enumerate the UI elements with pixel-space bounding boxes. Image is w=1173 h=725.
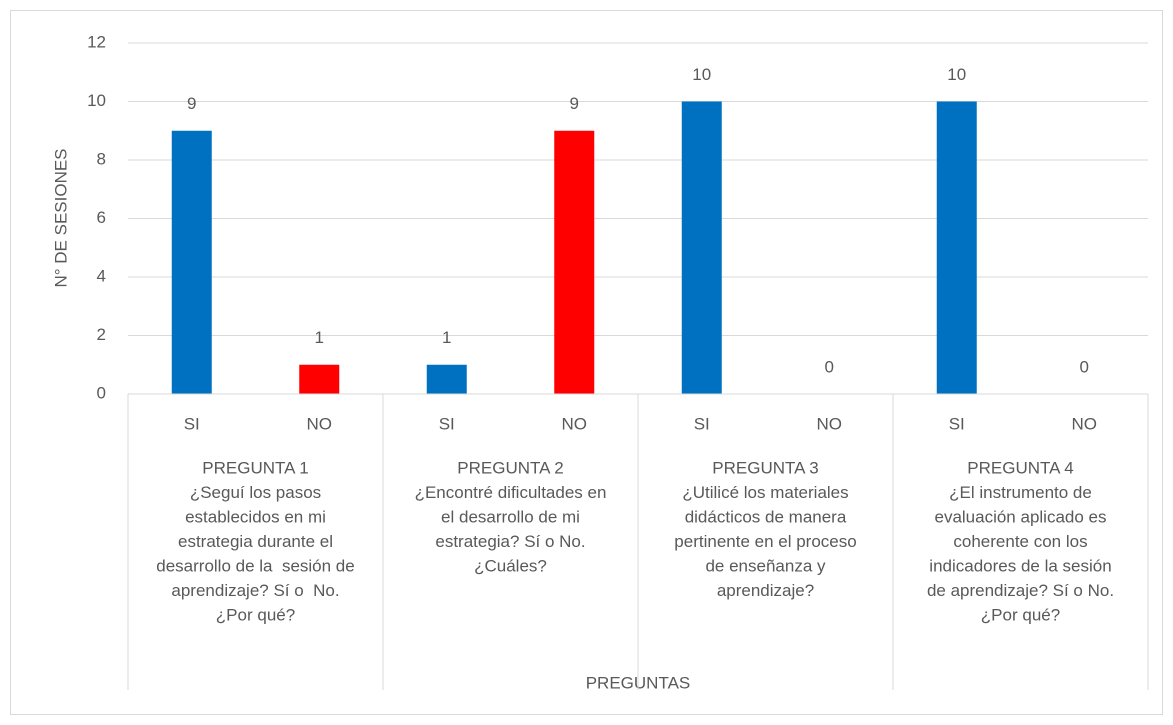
value-label: 9 xyxy=(570,94,579,113)
group-label: estrategia durante el xyxy=(178,532,333,551)
bar xyxy=(171,130,212,394)
bar xyxy=(554,130,595,394)
y-tick-label: 2 xyxy=(97,325,106,344)
group-label: de enseñanza y xyxy=(705,556,826,575)
group-label: aprendizaje? xyxy=(717,581,814,600)
group-label: ¿Por qué? xyxy=(216,605,295,624)
bar xyxy=(681,101,722,394)
y-axis-title: N° DE SESIONES xyxy=(51,148,70,287)
group-label: evaluación aplicado es xyxy=(934,507,1106,526)
group-label: ¿Utilicé los materiales xyxy=(682,483,848,502)
group-label: PREGUNTA 2 xyxy=(457,458,563,477)
group-label: ¿Seguí los pasos xyxy=(190,483,321,502)
bar xyxy=(299,364,340,394)
group-label: estrategia? Sí o No. xyxy=(435,532,585,551)
group-label: de aprendizaje? Sí o No. xyxy=(927,581,1114,600)
value-label: 0 xyxy=(1080,357,1089,376)
x-tick-label: SI xyxy=(694,414,710,433)
group-label: ¿Por qué? xyxy=(981,605,1060,624)
y-tick-label: 12 xyxy=(87,32,106,51)
x-tick-label: SI xyxy=(184,414,200,433)
group-label: indicadores de la sesión xyxy=(929,556,1111,575)
group-label: PREGUNTA 3 xyxy=(712,458,818,477)
y-tick-label: 10 xyxy=(87,91,106,110)
x-tick-label: NO xyxy=(307,414,333,433)
group-label: PREGUNTA 4 xyxy=(967,458,1073,477)
x-tick-label: NO xyxy=(817,414,843,433)
group-label: didácticos de manera xyxy=(685,507,847,526)
x-tick-label: NO xyxy=(562,414,588,433)
group-label: aprendizaje? Sí o No. xyxy=(171,581,339,600)
y-tick-label: 8 xyxy=(97,149,106,168)
y-tick-label: 6 xyxy=(97,208,106,227)
group-label: ¿Encontré dificultades en xyxy=(415,483,607,502)
y-tick-label: 4 xyxy=(97,266,106,285)
value-label: 0 xyxy=(825,357,834,376)
group-label: ¿El instrumento de xyxy=(949,483,1092,502)
value-label: 10 xyxy=(692,65,711,84)
value-label: 1 xyxy=(442,328,451,347)
bar xyxy=(936,101,977,394)
group-label: PREGUNTA 1 xyxy=(202,458,308,477)
group-label: coherente con los xyxy=(953,532,1087,551)
x-tick-label: SI xyxy=(949,414,965,433)
value-label: 1 xyxy=(315,328,324,347)
x-tick-label: SI xyxy=(439,414,455,433)
group-label: establecidos en mi xyxy=(185,507,326,526)
group-label: el desarrollo de mi xyxy=(441,507,580,526)
group-label: desarrollo de la sesión de xyxy=(156,556,354,575)
group-label: ¿Cuáles? xyxy=(474,556,547,575)
value-label: 10 xyxy=(947,65,966,84)
group-label: pertinente en el proceso xyxy=(674,532,856,551)
value-label: 9 xyxy=(187,94,196,113)
y-tick-label: 0 xyxy=(97,383,106,402)
bar xyxy=(426,364,467,394)
x-tick-label: NO xyxy=(1072,414,1098,433)
